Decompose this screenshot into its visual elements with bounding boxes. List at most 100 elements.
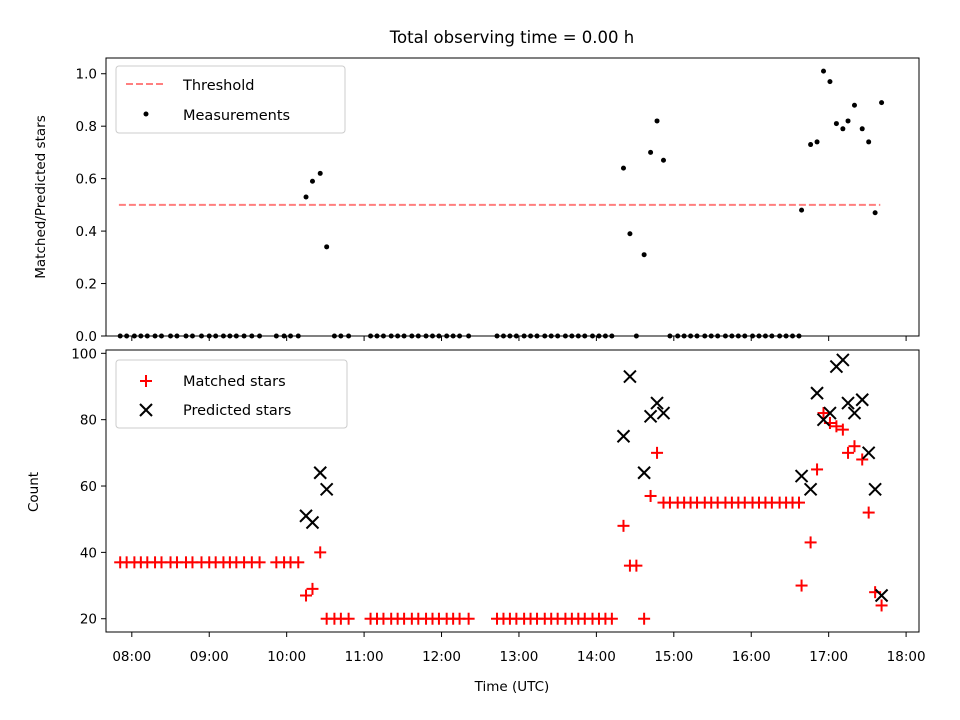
legend-threshold-label: Threshold <box>182 78 254 94</box>
predicted-star-marker <box>847 406 862 420</box>
matched-star-marker <box>651 446 664 459</box>
top-y-tick-label: 0.0 <box>76 329 97 345</box>
predicted-star-marker <box>637 466 651 480</box>
measurement-point <box>872 210 878 216</box>
x-tick-label: 15:00 <box>654 649 693 665</box>
measurement-point <box>808 142 814 148</box>
legend-measurements-label: Measurements <box>183 108 290 124</box>
measurement-point <box>851 102 857 108</box>
matched-star-marker <box>792 496 805 509</box>
x-tick-label: 10:00 <box>267 649 306 665</box>
measurement-point <box>814 139 820 145</box>
bottom-x-axis-ticks: 08:00 09:00 10:00 11:00 12:00 13:00 14:00 15:00… <box>112 632 926 665</box>
predicted-star-marker <box>305 515 320 530</box>
top-panel: 0.0 0.2 0.4 0.6 0.8 1.0 Matched/Predicted sta… <box>33 57 920 345</box>
measurement-point <box>303 194 309 200</box>
predicted-star-marker <box>803 482 818 497</box>
x-tick-label: 17:00 <box>809 649 848 665</box>
predicted-star-marker <box>650 396 664 410</box>
bottom-legend: Matched stars Predicted stars <box>115 359 348 429</box>
measurement-point <box>324 244 330 250</box>
top-y-axis-label: Matched/Predicted stars <box>33 115 49 278</box>
matched-star-marker <box>630 559 643 572</box>
matched-star-marker <box>306 582 319 595</box>
measurement-point <box>827 79 833 85</box>
matched-star-marker <box>617 519 630 532</box>
predicted-star-marker <box>836 353 850 367</box>
measurement-point <box>654 118 660 124</box>
measurement-point <box>833 121 839 127</box>
x-tick-label: 09:00 <box>190 649 229 665</box>
top-y-tick-label: 1.0 <box>76 67 97 83</box>
matched-star-marker <box>605 612 618 625</box>
top-plot-frame <box>105 57 920 337</box>
measurement-point <box>648 149 654 155</box>
matched-star-marker <box>842 446 855 459</box>
measurement-point <box>821 68 827 74</box>
x-tick-label: 18:00 <box>887 649 926 665</box>
bottom-y-tick-label: 80 <box>80 413 97 429</box>
matched-star-marker <box>462 612 475 625</box>
bottom-y-tick-label: 20 <box>80 612 97 628</box>
matched-star-marker <box>856 453 869 466</box>
bottom-legend-box <box>115 359 348 429</box>
x-tick-label: 16:00 <box>732 649 771 665</box>
bottom-y-axis-label: Count <box>26 472 42 512</box>
predicted-star-marker <box>616 429 631 443</box>
chart-title: Total observing time = 0.00 h <box>389 28 634 47</box>
top-y-axis-ticks: 0.0 0.2 0.4 0.6 0.8 1.0 <box>76 67 106 345</box>
measurement-point <box>840 126 846 132</box>
legend-predicted-label: Predicted stars <box>183 403 291 419</box>
top-y-tick-label: 0.8 <box>76 119 97 135</box>
bottom-panel: 20 40 60 80 100 08:00 09:00 10:00 11:00 12:00 13:… <box>26 346 926 695</box>
top-x-axis-ticks <box>131 336 907 341</box>
measurement-point <box>317 170 323 176</box>
predicted-star-marker <box>794 469 809 483</box>
measurement-point <box>620 165 626 171</box>
x-tick-label: 13:00 <box>499 649 538 665</box>
matched-star-marker <box>804 536 817 549</box>
measurement-point <box>879 100 885 106</box>
bottom-plot-frame <box>105 349 920 633</box>
legend-matched-swatch <box>140 375 152 387</box>
predicted-star-marker <box>656 406 671 420</box>
measurement-point <box>627 231 633 237</box>
bottom-y-tick-label: 60 <box>80 479 97 495</box>
x-tick-label: 12:00 <box>422 649 461 665</box>
predicted-star-marker <box>861 446 876 460</box>
matched-star-marker <box>314 546 327 559</box>
matched-star-marker <box>644 489 657 502</box>
x-tick-label: 11:00 <box>345 649 384 665</box>
matched-star-marker <box>795 579 808 592</box>
bottom-y-tick-label: 100 <box>71 346 97 362</box>
predicted-stars-points <box>299 353 889 603</box>
measurement-point <box>866 139 872 145</box>
bottom-y-axis-ticks: 20 40 60 80 100 <box>71 346 106 628</box>
measurement-point <box>859 126 865 132</box>
predicted-star-marker <box>874 588 889 603</box>
x-axis-label: Time (UTC) <box>474 679 550 695</box>
matched-star-marker <box>830 420 843 433</box>
top-y-tick-label: 0.4 <box>76 224 97 240</box>
matched-star-marker <box>253 556 266 569</box>
matched-star-marker <box>848 440 861 453</box>
predicted-star-marker <box>643 409 658 424</box>
top-legend-box <box>115 65 346 134</box>
predicted-star-marker <box>319 482 334 497</box>
matched-star-marker <box>817 407 830 420</box>
predicted-star-marker <box>810 386 824 400</box>
top-legend: Threshold Measurements <box>115 65 346 134</box>
matched-star-marker <box>342 612 355 625</box>
measurement-point <box>660 157 666 163</box>
legend-measurements-swatch <box>143 111 149 117</box>
x-tick-label: 14:00 <box>577 649 616 665</box>
x-tick-label: 08:00 <box>112 649 151 665</box>
predicted-star-marker <box>855 393 869 407</box>
matched-star-marker <box>811 463 824 476</box>
legend-matched-label: Matched stars <box>183 374 286 390</box>
predicted-star-marker <box>841 396 855 410</box>
measurement-point <box>309 178 315 184</box>
matched-star-marker <box>862 506 875 519</box>
predicted-star-marker <box>868 482 882 497</box>
